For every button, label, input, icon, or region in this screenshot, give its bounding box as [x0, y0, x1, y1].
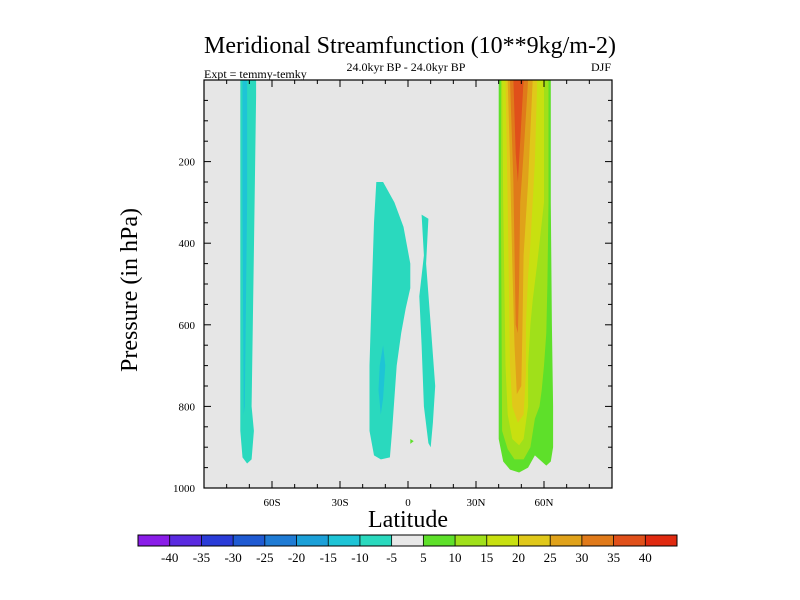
colorbar-swatch: [296, 535, 329, 546]
colorbar-swatch: [359, 535, 392, 546]
colorbar-label: 5: [420, 550, 427, 565]
colorbar-swatch: [486, 535, 519, 546]
contour-region-tropical-cell-left-core: [378, 345, 386, 415]
colorbar-label: 15: [480, 550, 493, 565]
colorbar-label: 40: [639, 550, 652, 565]
colorbar-label: 25: [544, 550, 557, 565]
y-tick-label: 600: [179, 320, 196, 332]
colorbar-swatch: [233, 535, 266, 546]
colorbar-swatch: [423, 535, 456, 546]
chart-title: Meridional Streamfunction (10**9kg/m-2): [204, 33, 616, 59]
y-tick-label: 400: [179, 238, 196, 250]
colorbar-swatch: [455, 535, 488, 546]
colorbar-swatch: [201, 535, 234, 546]
x-tick-label: 30S: [331, 497, 348, 509]
x-tick-label: 60S: [263, 497, 280, 509]
y-tick-label: 1000: [173, 483, 196, 495]
x-axis-label: Latitude: [368, 507, 448, 533]
colorbar-label: 35: [607, 550, 620, 565]
colorbar-label: -10: [351, 550, 368, 565]
colorbar-swatch: [264, 535, 297, 546]
x-axis-ticks: 60S 30S 0 30N 60N: [203, 80, 613, 509]
colorbar-swatch: [138, 535, 171, 546]
time-range-label: 24.0kyr BP - 24.0kyr BP: [347, 60, 466, 74]
season-label: DJF: [591, 60, 611, 74]
colorbar-frame: [137, 534, 678, 547]
x-tick-label: 30N: [467, 497, 486, 509]
contour-region-sh-cell-inner: [242, 80, 248, 415]
colorbar-label: -5: [386, 550, 397, 565]
colorbar-label: 20: [512, 550, 525, 565]
y-axis-ticks: 200 400 600 800 1000: [173, 79, 612, 495]
colorbar-swatch: [613, 535, 646, 546]
colorbar-label: -15: [320, 550, 337, 565]
colorbar-swatch: [518, 535, 551, 546]
y-tick-label: 200: [179, 157, 196, 169]
colorbar: -40 -35 -30 -25 -20 -15 -10 -5 5 10 15 20 25 30 35 40: [137, 534, 678, 565]
colorbar-swatch: [328, 535, 361, 546]
x-tick-label: 0: [405, 497, 411, 509]
contour-region-nh-cell-30: [510, 80, 529, 333]
contour-fill-layer: [240, 80, 554, 473]
colorbar-label: -25: [256, 550, 273, 565]
experiment-label: Expt = temmy-temky: [204, 67, 307, 81]
colorbar-label: 10: [449, 550, 462, 565]
colorbar-swatch: [391, 535, 424, 546]
contour-region-nh-cell-35: [513, 80, 524, 182]
contour-region-equator-dot: [410, 439, 414, 444]
colorbar-label: -30: [224, 550, 241, 565]
colorbar-swatch: [550, 535, 583, 546]
colorbar-swatch: [169, 535, 202, 546]
y-axis-label: Pressure (in hPa): [117, 208, 143, 372]
colorbar-swatch: [645, 535, 678, 546]
x-tick-label: 60N: [535, 497, 554, 509]
y-tick-label: 800: [179, 401, 196, 413]
colorbar-swatch: [581, 535, 614, 546]
colorbar-label: 30: [575, 550, 588, 565]
contour-region-tropical-cell-right: [419, 214, 436, 448]
colorbar-label: -20: [288, 550, 305, 565]
colorbar-label: -40: [161, 550, 178, 565]
colorbar-label: -35: [193, 550, 210, 565]
